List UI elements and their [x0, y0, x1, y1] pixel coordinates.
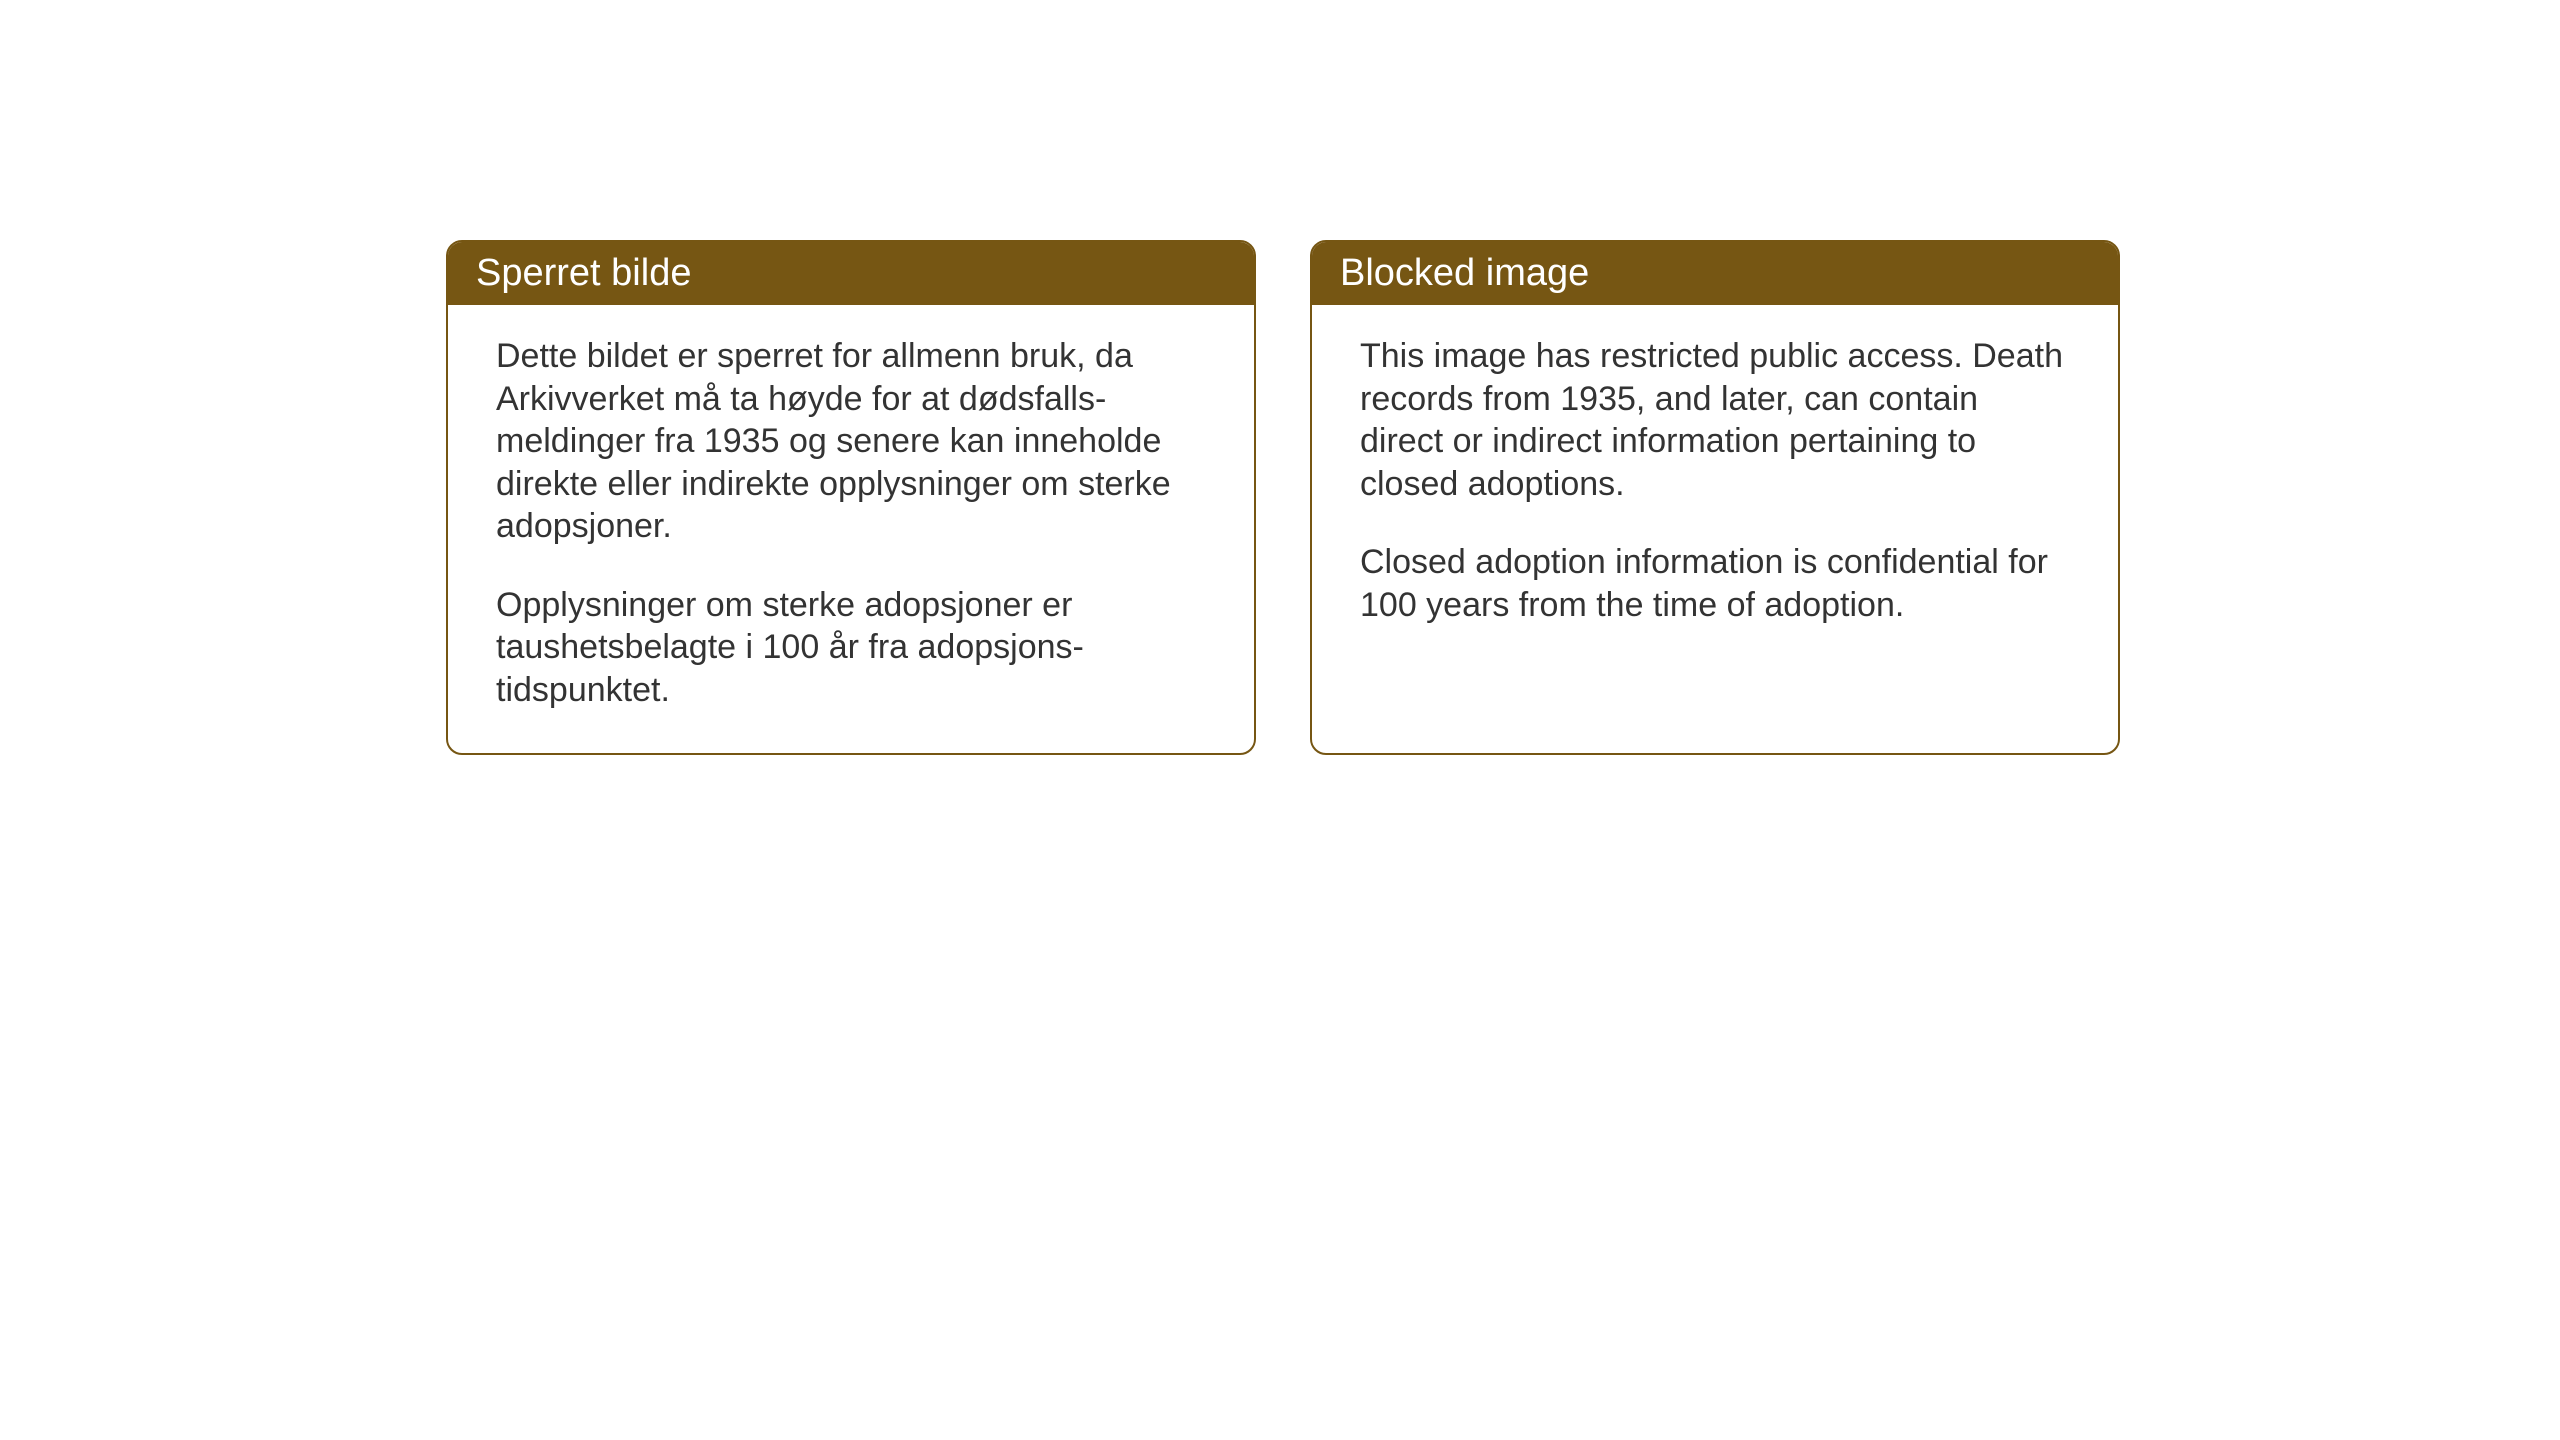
notice-paragraph-2-english: Closed adoption information is confident… [1360, 541, 2070, 626]
notice-title-norwegian: Sperret bilde [476, 252, 691, 294]
notice-card-norwegian: Sperret bilde Dette bildet er sperret fo… [446, 240, 1256, 755]
notice-paragraph-1-norwegian: Dette bildet er sperret for allmenn bruk… [496, 335, 1206, 548]
notice-paragraph-2-norwegian: Opplysninger om sterke adopsjoner er tau… [496, 584, 1206, 712]
notice-card-english: Blocked image This image has restricted … [1310, 240, 2120, 755]
notice-container: Sperret bilde Dette bildet er sperret fo… [0, 0, 2560, 755]
notice-body-norwegian: Dette bildet er sperret for allmenn bruk… [448, 305, 1254, 753]
notice-title-english: Blocked image [1340, 252, 1589, 294]
notice-header-english: Blocked image [1312, 242, 2118, 305]
notice-header-norwegian: Sperret bilde [448, 242, 1254, 305]
notice-paragraph-1-english: This image has restricted public access.… [1360, 335, 2070, 505]
notice-body-english: This image has restricted public access.… [1312, 305, 2118, 668]
